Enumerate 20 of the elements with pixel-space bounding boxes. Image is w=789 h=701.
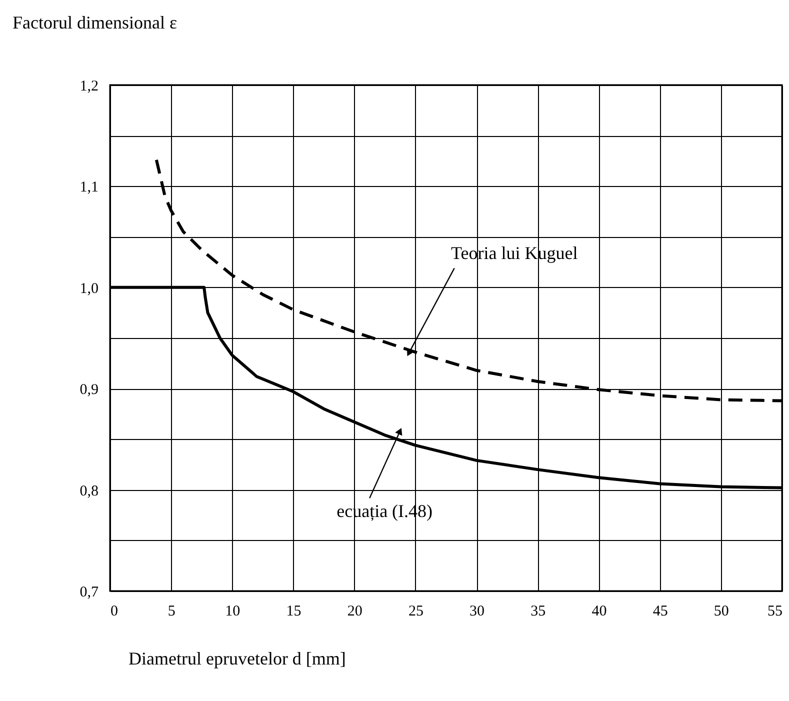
x-tick-label: 50 xyxy=(714,604,729,620)
y-tick-label: 0,8 xyxy=(80,483,98,500)
x-tick-label: 5 xyxy=(168,604,176,620)
x-tick-label: 25 xyxy=(408,604,424,620)
x-tick-label: 40 xyxy=(592,604,607,620)
y-tick-label: 0,7 xyxy=(80,584,99,600)
x-tick-label: 10 xyxy=(225,604,240,620)
x-tick-label: 0 xyxy=(110,604,118,620)
x-tick-label: 45 xyxy=(652,604,668,620)
y-axis-title: Factorul dimensional ε xyxy=(12,12,178,32)
y-tick-label: 0,9 xyxy=(80,382,98,398)
x-tick-label: 35 xyxy=(530,604,546,620)
x-tick-label: 55 xyxy=(768,604,782,620)
x-tick-label: 20 xyxy=(347,604,362,620)
y-tick-label: 1,1 xyxy=(80,180,98,196)
y-tick-label: 1,0 xyxy=(80,280,98,297)
x-tick-label: 15 xyxy=(286,604,302,620)
y-tick-label: 1,2 xyxy=(80,78,98,94)
x-axis-title: Diametrul epruvetelor d [mm] xyxy=(128,648,346,668)
x-tick-label: 30 xyxy=(470,604,485,620)
